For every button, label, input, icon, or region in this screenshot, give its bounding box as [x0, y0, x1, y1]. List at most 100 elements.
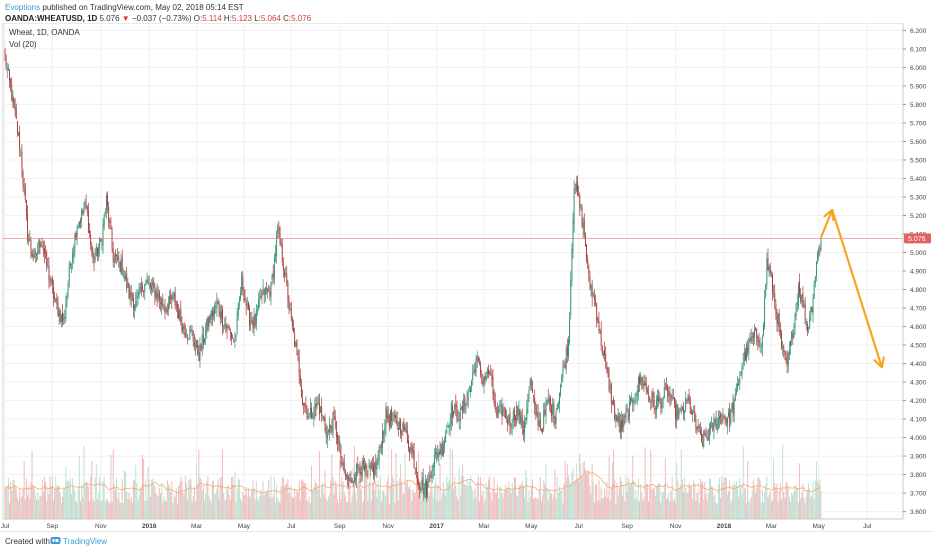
volume-bar: [193, 487, 195, 519]
candle-body: [695, 418, 697, 428]
candle-body: [92, 250, 94, 260]
time-tick-label: Nov: [382, 523, 394, 530]
candle-body: [531, 388, 533, 393]
candle-body: [481, 373, 483, 376]
tradingview-link[interactable]: TradingView: [63, 537, 108, 546]
volume-bar: [272, 495, 274, 519]
candle-body: [535, 404, 537, 416]
volume-bar: [508, 481, 510, 519]
volume-bar: [818, 483, 820, 519]
tradingview-logo-icon[interactable]: [50, 535, 61, 546]
volume-bar: [583, 461, 585, 519]
candle-body: [675, 403, 677, 419]
volume-bar: [564, 461, 566, 519]
candle-body: [420, 488, 422, 492]
author-link[interactable]: Evoptions: [5, 3, 41, 12]
volume-bar: [153, 483, 155, 519]
volume-bar: [233, 484, 235, 519]
volume-bar: [449, 447, 451, 519]
candle-body: [33, 254, 35, 258]
price-axis[interactable]: 6.2006.1006.0005.9005.8005.7005.6005.500…: [902, 23, 927, 519]
volume-bar: [112, 449, 114, 519]
candle-body: [623, 415, 625, 428]
candle-body: [676, 404, 678, 421]
volume-bar: [114, 489, 116, 519]
volume-bar: [453, 488, 455, 519]
candle-body: [269, 291, 271, 297]
candle-body: [400, 419, 402, 434]
volume-bar: [688, 483, 690, 519]
volume-bar: [421, 501, 423, 519]
candle-body: [321, 406, 323, 417]
volume-bar: [36, 500, 38, 519]
volume-bar: [581, 476, 583, 519]
candle-body: [628, 402, 630, 418]
candle-body: [29, 238, 31, 240]
candle-body: [233, 339, 235, 341]
volume-bar: [299, 500, 301, 519]
candle-body: [546, 399, 548, 405]
candle-body: [708, 429, 710, 440]
volume-bar: [667, 497, 669, 519]
candle-body: [486, 369, 488, 375]
volume-bar: [705, 494, 707, 519]
volume-bar: [387, 476, 389, 519]
volume-bar: [490, 492, 492, 519]
candle-body: [504, 409, 506, 418]
drawn-arrow[interactable]: [819, 208, 885, 369]
volume-bar: [361, 502, 363, 519]
volume-bar: [419, 480, 421, 519]
volume-bar: [289, 486, 291, 519]
candle-body: [470, 386, 471, 392]
volume-bar: [433, 485, 435, 519]
volume-bar: [73, 487, 75, 519]
candle-body: [80, 220, 81, 223]
price-chart[interactable]: Wheat, 1D, OANDA Vol (20) 6.2006.1006.00…: [0, 23, 932, 531]
candle-body: [728, 411, 729, 417]
candle-body: [333, 410, 335, 415]
volume-bar: [562, 502, 564, 519]
volume-bar: [240, 498, 242, 519]
candle-body: [446, 429, 448, 433]
price-tick-label: 5.500: [910, 157, 927, 164]
volume-bar: [484, 498, 486, 519]
candle-body: [48, 265, 50, 281]
candle-body: [133, 297, 134, 309]
volume-bar: [815, 461, 817, 519]
volume-bar: [662, 492, 664, 519]
last-price-tag: 5.076: [904, 233, 931, 244]
volume-bar: [324, 470, 326, 519]
candle-body: [572, 221, 574, 251]
candle-body: [305, 405, 307, 409]
volume-bar: [55, 476, 57, 519]
candle-body: [541, 429, 542, 430]
candle-body: [160, 302, 161, 304]
candle-body: [621, 420, 622, 432]
volume-bar: [129, 499, 131, 519]
candle-body: [415, 467, 417, 474]
volume-bar: [164, 500, 166, 519]
candle-body: [200, 346, 202, 349]
time-axis[interactable]: Jul Sep Nov 2016 Mar May Jul Sep Nov 2017 Mar May Ju…: [1, 518, 903, 530]
candle-body: [417, 475, 418, 482]
candle-body: [451, 405, 453, 418]
volume-bar: [658, 483, 660, 519]
volume-bar: [295, 496, 297, 519]
volume-bar: [435, 481, 437, 519]
candle-body: [63, 319, 65, 321]
volume-bar: [51, 476, 53, 519]
volume-bar: [708, 478, 710, 519]
candle-body: [522, 429, 524, 433]
volume-bar: [609, 500, 611, 519]
candle-body: [147, 279, 149, 282]
candle-body: [216, 301, 218, 309]
candle-body: [12, 95, 14, 104]
candle-body: [197, 339, 199, 355]
time-tick-label: Jul: [574, 523, 583, 530]
candle-body: [783, 345, 785, 352]
candle-body: [458, 419, 460, 421]
volume-bar: [529, 498, 531, 519]
candle-body: [195, 345, 196, 347]
volume-bar: [691, 499, 693, 519]
candle-body: [664, 387, 666, 388]
